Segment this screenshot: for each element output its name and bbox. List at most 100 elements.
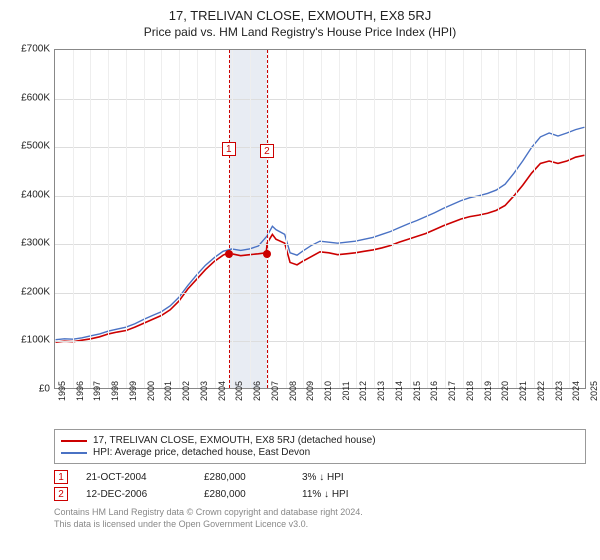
hgrid-line	[55, 147, 585, 148]
vgrid-line	[232, 50, 233, 388]
vgrid-line	[286, 50, 287, 388]
transaction-price: £280,000	[204, 472, 284, 483]
footer-line1: Contains HM Land Registry data © Crown c…	[54, 507, 586, 519]
chart-container: 17, TRELIVAN CLOSE, EXMOUTH, EX8 5RJ Pri…	[0, 0, 600, 560]
x-tick-label: 2003	[199, 381, 209, 401]
transaction-number: 1	[54, 470, 68, 484]
vgrid-line	[427, 50, 428, 388]
vgrid-line	[356, 50, 357, 388]
vgrid-line	[552, 50, 553, 388]
x-tick-label: 2011	[341, 381, 351, 400]
transaction-delta: 11% ↓ HPI	[302, 489, 349, 500]
series-line	[56, 127, 585, 339]
transaction-marker-line	[229, 50, 230, 388]
y-tick-label: £100K	[10, 335, 50, 346]
vgrid-line	[534, 50, 535, 388]
x-tick-label: 2005	[234, 381, 244, 401]
transactions-table: 1 21-OCT-2004 £280,000 3% ↓ HPI 2 12-DEC-2006…	[54, 470, 586, 501]
x-tick-label: 2015	[412, 381, 422, 401]
x-tick-label: 2010	[323, 381, 333, 401]
vgrid-line	[73, 50, 74, 388]
y-tick-label: £200K	[10, 286, 50, 297]
x-tick-label: 1998	[110, 381, 120, 401]
vgrid-line	[179, 50, 180, 388]
transaction-row: 2 12-DEC-2006 £280,000 11% ↓ HPI	[54, 487, 586, 501]
x-tick-label: 1997	[92, 381, 102, 401]
line-svg	[55, 50, 585, 388]
vgrid-line	[339, 50, 340, 388]
x-tick-label: 2002	[181, 381, 191, 401]
x-tick-label: 2012	[358, 381, 368, 401]
vgrid-line	[90, 50, 91, 388]
vgrid-line	[498, 50, 499, 388]
legend-label: 17, TRELIVAN CLOSE, EXMOUTH, EX8 5RJ (de…	[93, 435, 376, 446]
legend-box: 17, TRELIVAN CLOSE, EXMOUTH, EX8 5RJ (de…	[54, 429, 586, 464]
legend-label: HPI: Average price, detached house, East…	[93, 447, 310, 458]
x-tick-label: 2017	[447, 381, 457, 401]
vgrid-line	[392, 50, 393, 388]
vgrid-line	[374, 50, 375, 388]
transaction-date: 21-OCT-2004	[86, 472, 186, 483]
y-tick-label: £300K	[10, 238, 50, 249]
x-tick-label: 1996	[75, 381, 85, 401]
price-marker-dot	[263, 250, 271, 258]
x-tick-label: 2006	[252, 381, 262, 401]
chart-area: 12 £0£100K£200K£300K£400K£500K£600K£700K…	[10, 45, 590, 425]
vgrid-line	[481, 50, 482, 388]
below-chart: 17, TRELIVAN CLOSE, EXMOUTH, EX8 5RJ (de…	[54, 429, 586, 530]
chart-subtitle: Price paid vs. HM Land Registry's House …	[10, 25, 590, 39]
vgrid-line	[268, 50, 269, 388]
transaction-marker-line	[267, 50, 268, 388]
plot-region: 12	[54, 49, 586, 389]
vgrid-line	[445, 50, 446, 388]
vgrid-line	[303, 50, 304, 388]
vgrid-line	[215, 50, 216, 388]
y-tick-label: £500K	[10, 141, 50, 152]
x-tick-label: 2007	[270, 381, 280, 401]
footer-text: Contains HM Land Registry data © Crown c…	[54, 507, 586, 530]
hgrid-line	[55, 99, 585, 100]
x-tick-label: 2019	[483, 381, 493, 401]
hgrid-line	[55, 244, 585, 245]
legend-swatch	[61, 440, 87, 442]
y-tick-label: £700K	[10, 44, 50, 55]
vgrid-line	[321, 50, 322, 388]
price-marker-dot	[225, 250, 233, 258]
transaction-delta: 3% ↓ HPI	[302, 472, 344, 483]
hgrid-line	[55, 196, 585, 197]
vgrid-line	[197, 50, 198, 388]
hgrid-line	[55, 341, 585, 342]
x-tick-label: 2018	[465, 381, 475, 401]
x-tick-label: 2025	[589, 381, 599, 401]
x-tick-label: 2001	[163, 381, 173, 401]
vgrid-line	[410, 50, 411, 388]
x-tick-label: 1999	[128, 381, 138, 401]
y-tick-label: £600K	[10, 92, 50, 103]
vgrid-line	[250, 50, 251, 388]
x-tick-label: 2020	[500, 381, 510, 401]
vgrid-line	[144, 50, 145, 388]
vgrid-line	[161, 50, 162, 388]
vgrid-line	[463, 50, 464, 388]
vgrid-line	[126, 50, 127, 388]
x-tick-label: 2022	[536, 381, 546, 401]
x-tick-label: 2014	[394, 381, 404, 401]
transaction-number: 2	[54, 487, 68, 501]
x-tick-label: 2009	[305, 381, 315, 401]
legend-item: HPI: Average price, detached house, East…	[61, 447, 579, 458]
x-tick-label: 2021	[518, 381, 528, 401]
y-tick-label: £400K	[10, 189, 50, 200]
transaction-date: 12-DEC-2006	[86, 489, 186, 500]
transaction-price: £280,000	[204, 489, 284, 500]
x-tick-label: 2008	[288, 381, 298, 401]
legend-swatch	[61, 452, 87, 454]
x-tick-label: 2013	[376, 381, 386, 401]
footer-line2: This data is licensed under the Open Gov…	[54, 519, 586, 531]
transaction-marker-number: 2	[260, 144, 274, 158]
chart-title: 17, TRELIVAN CLOSE, EXMOUTH, EX8 5RJ	[10, 8, 590, 23]
transaction-row: 1 21-OCT-2004 £280,000 3% ↓ HPI	[54, 470, 586, 484]
x-tick-label: 2000	[146, 381, 156, 401]
vgrid-line	[516, 50, 517, 388]
x-tick-label: 2023	[554, 381, 564, 401]
hgrid-line	[55, 293, 585, 294]
